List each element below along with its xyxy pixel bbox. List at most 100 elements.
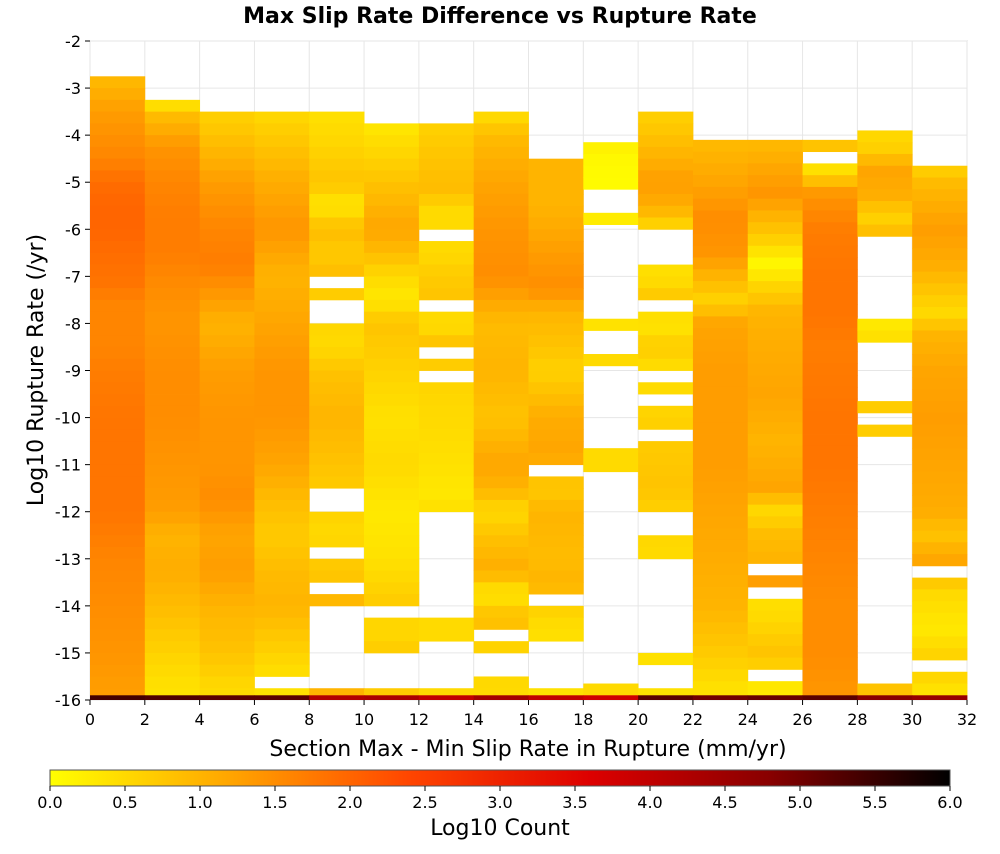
heatmap-cell (692, 457, 749, 470)
heatmap-cell (364, 464, 420, 477)
heatmap-cell (309, 417, 365, 430)
heatmap-cell (583, 212, 639, 225)
heatmap-cell (144, 288, 201, 301)
heatmap-cell (747, 139, 803, 153)
heatmap-cell (144, 476, 201, 489)
colorbar-tick-label: 3.5 (562, 793, 587, 812)
heatmap-cell (802, 363, 858, 376)
heatmap-cell (144, 382, 201, 395)
heatmap-cell (199, 605, 255, 619)
heatmap-cell (254, 499, 310, 513)
heatmap-cell (90, 641, 146, 654)
heatmap-cell (254, 464, 310, 477)
heatmap-cell (90, 488, 146, 501)
heatmap-cell (747, 610, 803, 623)
heatmap-cell (638, 170, 694, 183)
heatmap-cell (638, 346, 694, 360)
heatmap-cell (912, 648, 968, 661)
heatmap-cell (144, 558, 201, 571)
heatmap-cell (364, 429, 420, 442)
heatmap-cell (857, 224, 913, 237)
heatmap-cell (473, 146, 529, 160)
heatmap-cell (90, 335, 146, 348)
heatmap-cell (747, 539, 803, 553)
heatmap-cell (418, 382, 475, 395)
heatmap-cell (90, 499, 146, 513)
heatmap-cell (528, 335, 584, 348)
heatmap-cell (692, 539, 749, 553)
x-tick-label: 14 (464, 710, 484, 729)
heatmap-cell (199, 382, 255, 395)
heatmap-cell (692, 445, 749, 458)
heatmap-cell (364, 570, 420, 583)
heatmap-cell (473, 111, 529, 124)
x-tick-label: 16 (518, 710, 538, 729)
heatmap-cell (638, 417, 694, 430)
heatmap-cell (418, 394, 475, 407)
heatmap-cell (802, 398, 858, 411)
heatmap-cell (747, 386, 803, 400)
heatmap-cell (528, 405, 584, 418)
bottom-row-cell (638, 695, 694, 700)
y-tick-label: -16 (55, 691, 81, 710)
heatmap-cell (747, 316, 803, 329)
heatmap-cell (912, 389, 968, 402)
heatmap-cell (199, 617, 255, 630)
heatmap-cell (583, 354, 639, 367)
heatmap-cell (473, 488, 529, 501)
heatmap-cell (857, 142, 913, 155)
heatmap-cell (254, 535, 310, 548)
y-tick-label: -13 (55, 550, 81, 569)
heatmap-cell (528, 182, 584, 195)
heatmap-cell (857, 130, 913, 143)
y-tick-label: -12 (55, 503, 81, 522)
heatmap-cell (802, 551, 858, 564)
heatmap-cell (364, 417, 420, 430)
heatmap-cell (473, 511, 529, 524)
heatmap-cell (364, 264, 420, 277)
heatmap-cell (638, 146, 694, 160)
heatmap-cell (144, 582, 201, 595)
heatmap-cell (90, 547, 146, 560)
heatmap-cell (90, 605, 146, 619)
heatmap-cell (199, 582, 255, 595)
heatmap-cell (90, 594, 146, 607)
colorbar-tick-label: 4.5 (712, 793, 737, 812)
heatmap-cell (144, 617, 201, 630)
y-tick-label: -6 (65, 220, 81, 239)
heatmap-cell (254, 241, 310, 254)
heatmap-cell (199, 205, 255, 218)
heatmap-cell (254, 217, 310, 230)
heatmap-cell (912, 436, 968, 449)
heatmap-cell (528, 394, 584, 407)
heatmap-cell (692, 645, 749, 659)
heatmap-cell (144, 523, 201, 536)
heatmap-cell (912, 683, 968, 696)
heatmap-cell (144, 511, 201, 524)
y-tick-label: -5 (65, 173, 81, 192)
heatmap-cell (90, 570, 146, 583)
heatmap-cell (638, 217, 694, 230)
heatmap-cell (692, 245, 749, 258)
heatmap-cell (747, 375, 803, 388)
heatmap-cell (528, 170, 584, 183)
heatmap-cell (309, 111, 365, 124)
heatmap-cell (144, 394, 201, 407)
heatmap-cell (912, 271, 968, 284)
heatmap-cell (90, 429, 146, 442)
heatmap-cell (692, 481, 749, 494)
heatmap-cell (199, 358, 255, 371)
heatmap-cell (364, 182, 420, 195)
heatmap-cell (364, 323, 420, 336)
heatmap-cell (309, 123, 365, 136)
heatmap-cell (144, 370, 201, 383)
heatmap-cell (692, 210, 749, 223)
heatmap-cell (473, 558, 529, 571)
heatmap-cell (254, 288, 310, 301)
heatmap-cell (144, 358, 201, 371)
heatmap-cell (912, 165, 968, 178)
heatmap-cell (747, 222, 803, 235)
heatmap-cell (912, 577, 968, 590)
heatmap-cell (90, 370, 146, 383)
heatmap-cell (199, 570, 255, 583)
